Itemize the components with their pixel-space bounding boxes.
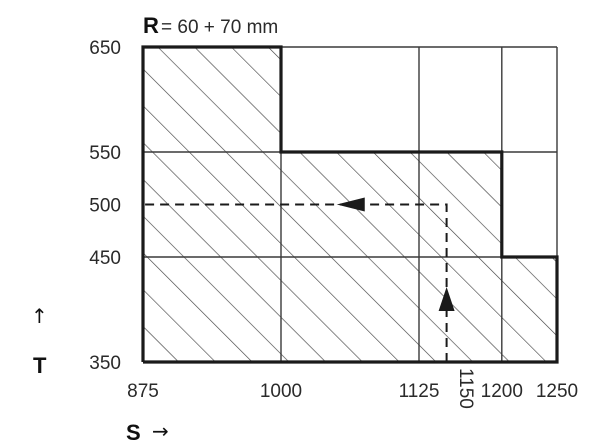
y-tick-label-550: 550 bbox=[89, 143, 121, 164]
x-tick-label-1200: 1200 bbox=[481, 381, 523, 402]
x-tick-label-1250: 1250 bbox=[536, 381, 578, 402]
chart-title-text: = 60 + 70 mm bbox=[161, 17, 278, 38]
x-axis-label: S bbox=[126, 420, 141, 445]
y-tick-label-450: 450 bbox=[89, 248, 121, 269]
x-tick-label-1125: 1125 bbox=[399, 381, 440, 402]
path-arrow-up-icon bbox=[438, 287, 455, 311]
x-tick-labels: 875 1000 1125 1150 1200 1250 bbox=[127, 368, 578, 409]
x-tick-label-875: 875 bbox=[127, 381, 159, 402]
y-tick-label-500: 500 bbox=[89, 196, 121, 217]
y-tick-label-350: 350 bbox=[89, 353, 121, 374]
path-arrows bbox=[336, 197, 455, 311]
y-axis-arrow-icon: ↑ bbox=[31, 304, 48, 328]
region-border bbox=[141, 45, 559, 364]
x-tick-label-1150: 1150 bbox=[455, 368, 476, 409]
y-axis-label: T bbox=[33, 353, 47, 378]
x-tick-label-1000: 1000 bbox=[260, 381, 302, 402]
y-tick-labels: 350 450 500 550 650 bbox=[89, 38, 121, 374]
x-axis-arrow-icon: → bbox=[152, 419, 169, 443]
y-tick-label-650: 650 bbox=[89, 38, 121, 59]
chart-title-variable: R bbox=[143, 13, 159, 38]
path-arrow-left-icon bbox=[336, 197, 365, 212]
